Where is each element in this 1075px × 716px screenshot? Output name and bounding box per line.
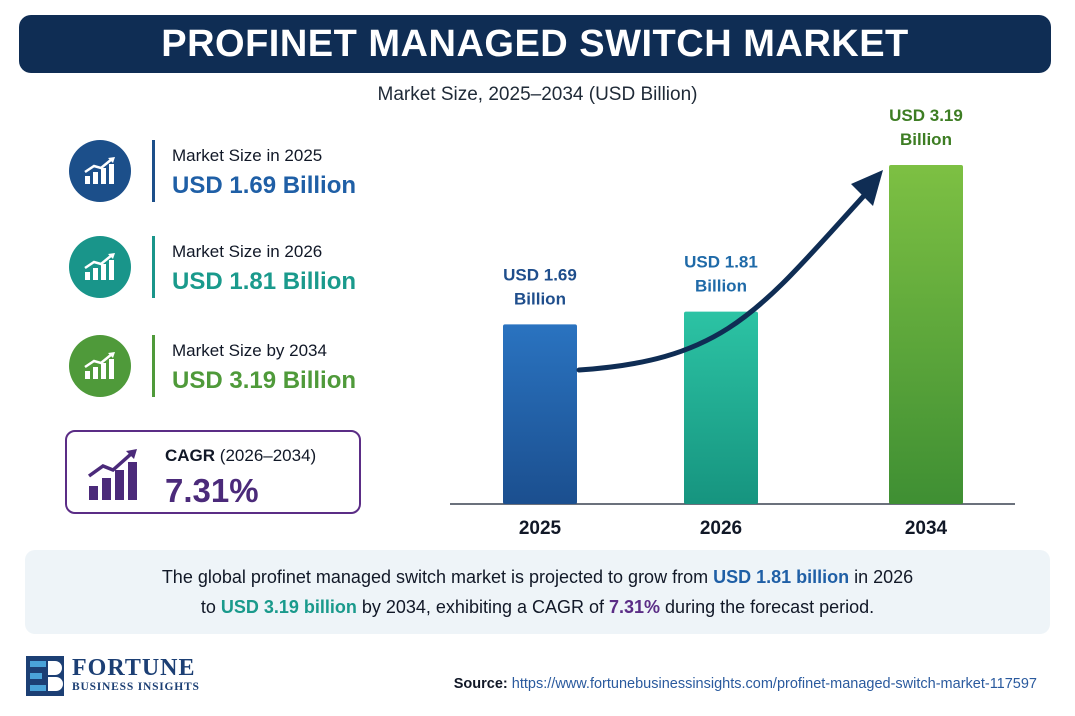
bar-data-label: USD 1.81: [684, 253, 758, 272]
source-link[interactable]: https://www.fortunebusinessinsights.com/…: [511, 676, 1037, 692]
summary-text: to: [200, 597, 221, 617]
stat-divider: [152, 335, 155, 397]
stat-2025: Market Size in 2025 USD 1.69 Billion: [69, 140, 399, 204]
cagr-period: (2026–2034): [219, 446, 317, 465]
stat-2026: Market Size in 2026 USD 1.81 Billion: [69, 236, 399, 300]
bar-growth-icon: [85, 446, 141, 502]
bar-2026: [684, 311, 758, 504]
stat-label: Market Size in 2025: [172, 146, 323, 165]
stat-label: Market Size by 2034: [172, 341, 327, 360]
summary-text: by 2034, exhibiting a CAGR of: [356, 597, 609, 617]
logo-mark-icon: [26, 656, 64, 696]
cagr-box: CAGR (2026–2034) 7.31%: [65, 430, 361, 514]
source-label: Source:: [453, 676, 508, 692]
stat-divider: [152, 236, 155, 298]
stat-label: Market Size in 2026: [172, 242, 323, 261]
cagr-label-text: CAGR: [165, 446, 216, 465]
growth-chart-icon: [69, 236, 131, 298]
stat-value: USD 1.81 Billion: [172, 268, 357, 295]
summary-text: The global profinet managed switch marke…: [161, 567, 714, 587]
bar-chart: USD 1.69 Billion 2025 USD 1.81 Billion 2026 US…: [450, 106, 1015, 539]
chart-subtitle: Market Size, 2025–2034 (USD Billion): [377, 84, 698, 105]
brand-name: FORTUNE: [72, 655, 196, 681]
bar-2025: [503, 324, 577, 504]
x-tick-label: 2026: [700, 518, 742, 539]
bar-data-label: Billion: [514, 289, 566, 308]
stat-value: USD 3.19 Billion: [172, 367, 357, 394]
summary-text: in 2026: [849, 567, 914, 587]
summary-highlight: USD 3.19 billion: [220, 597, 357, 617]
title-banner: PROFINET MANAGED SWITCH MARKET: [19, 15, 1051, 73]
source-line: Source: https://www.fortunebusinessinsig…: [454, 676, 1037, 692]
trend-arrow-line: [576, 185, 874, 373]
stat-divider: [152, 140, 155, 202]
stat-2034: Market Size by 2034 USD 3.19 Billion: [69, 335, 399, 399]
bar-data-label: USD 1.69: [503, 265, 577, 284]
brand-logo: FORTUNE BUSINESS INSIGHTS: [26, 655, 226, 696]
summary-box: The global profinet managed switch marke…: [25, 550, 1050, 634]
cagr-value: 7.31%: [165, 472, 259, 509]
x-tick-label: 2025: [519, 518, 562, 539]
cagr-label: CAGR (2026–2034): [165, 446, 316, 466]
bar-data-label: USD 3.19: [889, 106, 963, 125]
trend-arrow-head: [851, 170, 883, 206]
bar-data-label: Billion: [900, 130, 952, 149]
brand-sub: BUSINESS INSIGHTS: [72, 681, 200, 693]
growth-chart-icon: [69, 140, 131, 202]
summary-text: during the forecast period.: [660, 597, 875, 617]
x-tick-label: 2034: [905, 518, 948, 539]
page-title: PROFINET MANAGED SWITCH MARKET: [161, 22, 909, 65]
summary-line-1: The global profinet managed switch marke…: [25, 567, 1050, 588]
summary-highlight: 7.31%: [609, 597, 661, 617]
bar-2034: [889, 165, 963, 504]
summary-highlight: USD 1.81 billion: [713, 567, 850, 587]
bar-data-label: Billion: [695, 277, 747, 296]
growth-chart-icon: [69, 335, 131, 397]
summary-line-2: to USD 3.19 billion by 2034, exhibiting …: [25, 597, 1050, 618]
stat-value: USD 1.69 Billion: [172, 172, 357, 199]
